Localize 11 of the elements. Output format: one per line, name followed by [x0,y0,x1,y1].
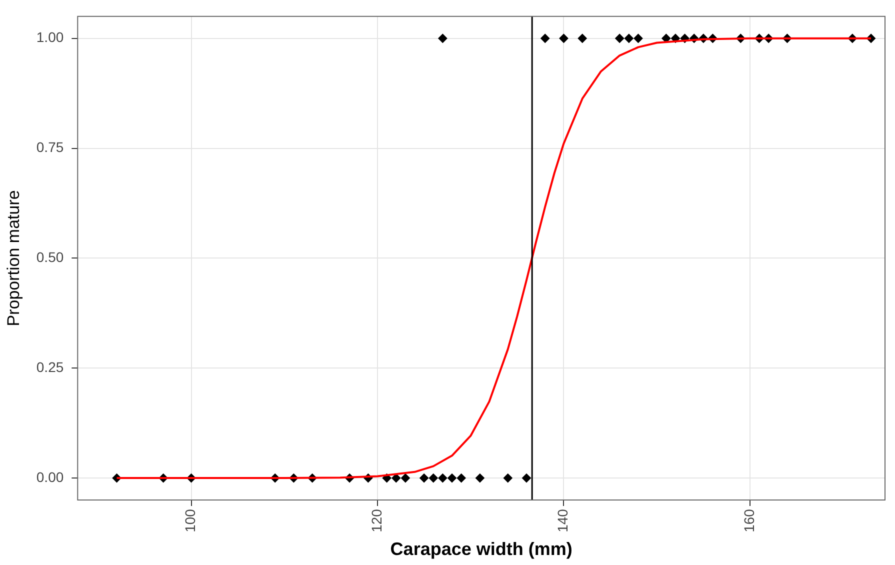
x-tick-label: 100 [182,508,198,532]
y-tick-label: 1.00 [36,29,64,46]
y-tick-label: 0.25 [36,359,64,375]
y-axis-title: Proportion mature [4,190,23,326]
x-tick-label: 160 [740,508,757,532]
x-tick-label: 120 [368,508,384,532]
x-axis-title: Carapace width (mm) [390,539,572,560]
y-tick-label: 0.75 [36,139,64,156]
y-tick-label: 0.50 [36,249,64,266]
x-tick-label: 140 [554,508,571,532]
y-tick-label: 0.00 [36,468,64,485]
